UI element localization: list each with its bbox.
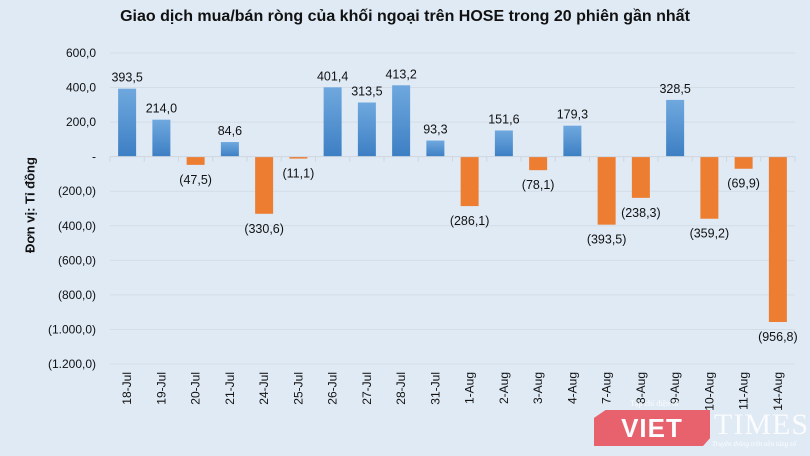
y-tick-label: - — [92, 150, 96, 164]
data-label: 93,3 — [423, 123, 447, 137]
data-label: 151,6 — [488, 112, 519, 126]
zero-axis — [109, 156, 796, 162]
bar-negative — [186, 156, 205, 165]
data-label: 413,2 — [385, 67, 416, 81]
data-label: (69,9) — [727, 177, 760, 191]
bar-positive — [392, 85, 411, 157]
viettimes-watermark: Tạp chí điện tử VIET TIMES Truyền thông … — [594, 399, 810, 456]
x-tick-label: 9-Aug — [668, 372, 682, 404]
data-label: (238,3) — [621, 206, 661, 220]
x-tick-label: 11-Aug — [737, 372, 751, 410]
y-tick-label: 400,0 — [66, 81, 96, 95]
data-label: (47,5) — [179, 173, 212, 187]
x-tick-label: 4-Aug — [565, 372, 579, 404]
watermark-brand-white: TIMES — [714, 408, 809, 441]
x-tick-label: 3-Aug — [531, 372, 545, 404]
bar-negative — [734, 156, 753, 169]
watermark-top-text: Tạp chí điện tử — [630, 399, 679, 408]
bar-positive — [666, 99, 685, 157]
x-tick-label: 2-Aug — [497, 372, 511, 404]
y-tick-label: (1.000,0) — [48, 322, 96, 336]
data-label: 84,6 — [218, 124, 242, 138]
y-tick-label: (600,0) — [58, 253, 96, 267]
data-label: 401,4 — [317, 69, 348, 83]
data-labels: 393,5 214,0 (47,5) 84,6 (330,6) (11,1) 401,431… — [111, 67, 797, 344]
bar-positive — [323, 87, 342, 157]
y-tick-label: 600,0 — [66, 46, 96, 60]
bar-positive — [426, 140, 445, 157]
bar-positive — [563, 125, 582, 157]
x-tick-label: 26-Jul — [326, 372, 340, 405]
bar-negative — [597, 156, 616, 225]
bar-positive — [357, 102, 376, 157]
gridlines — [110, 52, 795, 365]
data-label: (393,5) — [587, 233, 627, 247]
y-tick-label: (200,0) — [58, 184, 96, 198]
bar-negative — [700, 156, 719, 219]
bar-positive — [152, 119, 171, 157]
data-label: 313,5 — [351, 85, 382, 99]
data-label: 179,3 — [557, 108, 588, 122]
x-tick-label: 31-Jul — [428, 372, 442, 405]
watermark-tagline: Truyền thông trên nền tảng số — [712, 440, 797, 448]
x-tick-label: 1-Aug — [463, 372, 477, 404]
bar-negative — [631, 156, 650, 198]
y-axis-ticks: 600,0 400,0 200,0 - (200,0) (400,0) (600,0) (80… — [48, 46, 96, 371]
x-tick-label: 24-Jul — [257, 372, 271, 405]
x-tick-label: 28-Jul — [394, 372, 408, 405]
bars — [118, 85, 787, 322]
x-tick-label: 7-Aug — [600, 372, 614, 404]
data-label: 393,5 — [111, 71, 142, 85]
x-tick-label: 8-Aug — [634, 372, 648, 404]
data-label: (78,1) — [522, 178, 555, 192]
bar-negative — [460, 156, 479, 207]
x-tick-label: 19-Jul — [154, 372, 168, 405]
x-axis-ticks: 18-Jul 19-Jul 20-Jul 21-Jul 24-Jul 25-Jul 26-J… — [120, 372, 785, 411]
x-tick-label: 10-Aug — [702, 372, 716, 411]
bar-negative — [255, 156, 274, 214]
bar-negative — [768, 156, 787, 322]
bar-negative — [289, 156, 308, 159]
data-label: (330,6) — [244, 222, 284, 236]
data-label: (956,8) — [758, 330, 798, 344]
data-label: (286,1) — [450, 214, 490, 228]
chart-title: Giao dịch mua/bán ròng của khối ngoại tr… — [120, 8, 690, 25]
x-tick-label: 20-Jul — [189, 372, 203, 405]
data-label: 328,5 — [659, 82, 690, 96]
y-tick-label: (800,0) — [58, 288, 96, 302]
x-tick-label: 21-Jul — [223, 372, 237, 405]
bar-positive — [118, 88, 137, 157]
y-tick-label: (400,0) — [58, 219, 96, 233]
bar-positive — [220, 142, 239, 157]
y-tick-label: (1.200,0) — [48, 357, 96, 371]
data-label: (11,1) — [283, 167, 315, 181]
x-tick-label: 18-Jul — [120, 372, 134, 405]
x-tick-label: 14-Aug — [771, 372, 785, 411]
y-tick-label: 200,0 — [66, 115, 96, 129]
data-label: 214,0 — [146, 102, 177, 116]
bar-negative — [529, 156, 548, 171]
data-label: (359,2) — [690, 227, 730, 241]
watermark-brand-red: VIET — [594, 410, 710, 446]
bar-positive — [494, 130, 513, 157]
x-tick-label: 27-Jul — [360, 372, 374, 405]
x-tick-label: 25-Jul — [291, 372, 305, 405]
